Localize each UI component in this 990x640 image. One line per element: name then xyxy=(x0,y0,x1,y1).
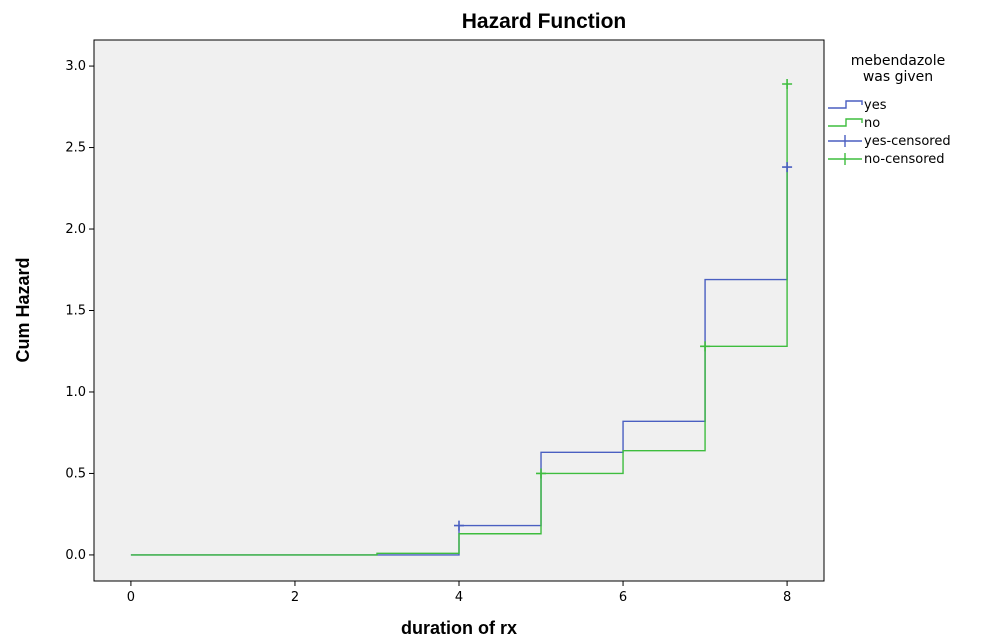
y-tick-label: 2.5 xyxy=(65,141,86,156)
plot-area xyxy=(93,39,825,582)
legend-swatch-yes-censored xyxy=(828,135,862,147)
legend-label-yes-censored: yes-censored xyxy=(864,134,951,149)
censor-mark-no xyxy=(536,468,547,479)
censor-mark-yes xyxy=(782,162,793,173)
x-tick-label: 2 xyxy=(291,590,299,605)
legend-title: mebendazole xyxy=(851,53,946,69)
y-tick-label: 0.5 xyxy=(65,466,86,481)
y-tick-label: 3.0 xyxy=(65,59,86,74)
y-tick-label: 0.0 xyxy=(65,548,86,563)
x-axis-label: duration of rx xyxy=(401,618,517,638)
censor-mark-no xyxy=(700,341,711,352)
legend-swatch-no-censored xyxy=(828,153,862,165)
y-axis: 0.0 0.5 1.0 1.5 2.0 2.5 3.0 xyxy=(65,59,94,563)
x-tick-label: 8 xyxy=(783,590,791,605)
x-tick-label: 0 xyxy=(127,590,135,605)
y-tick-label: 2.0 xyxy=(65,222,86,237)
legend-label-no: no xyxy=(864,116,880,131)
censor-mark-no xyxy=(782,78,793,89)
x-tick-label: 4 xyxy=(455,590,463,605)
legend-label-no-censored: no-censored xyxy=(864,152,945,167)
x-axis: 0 2 4 6 8 xyxy=(127,581,791,605)
y-axis-label: Cum Hazard xyxy=(13,257,33,362)
x-tick-label: 6 xyxy=(619,590,627,605)
legend-swatch-no xyxy=(828,118,863,127)
legend-title: was given xyxy=(863,69,933,85)
y-tick-label: 1.0 xyxy=(65,385,86,400)
y-tick-label: 1.5 xyxy=(65,304,86,319)
legend-swatch-yes xyxy=(828,100,863,109)
chart-title: Hazard Function xyxy=(462,10,627,33)
censor-mark-yes xyxy=(454,520,464,531)
series-layer xyxy=(130,78,793,556)
legend-label-yes: yes xyxy=(864,98,887,113)
